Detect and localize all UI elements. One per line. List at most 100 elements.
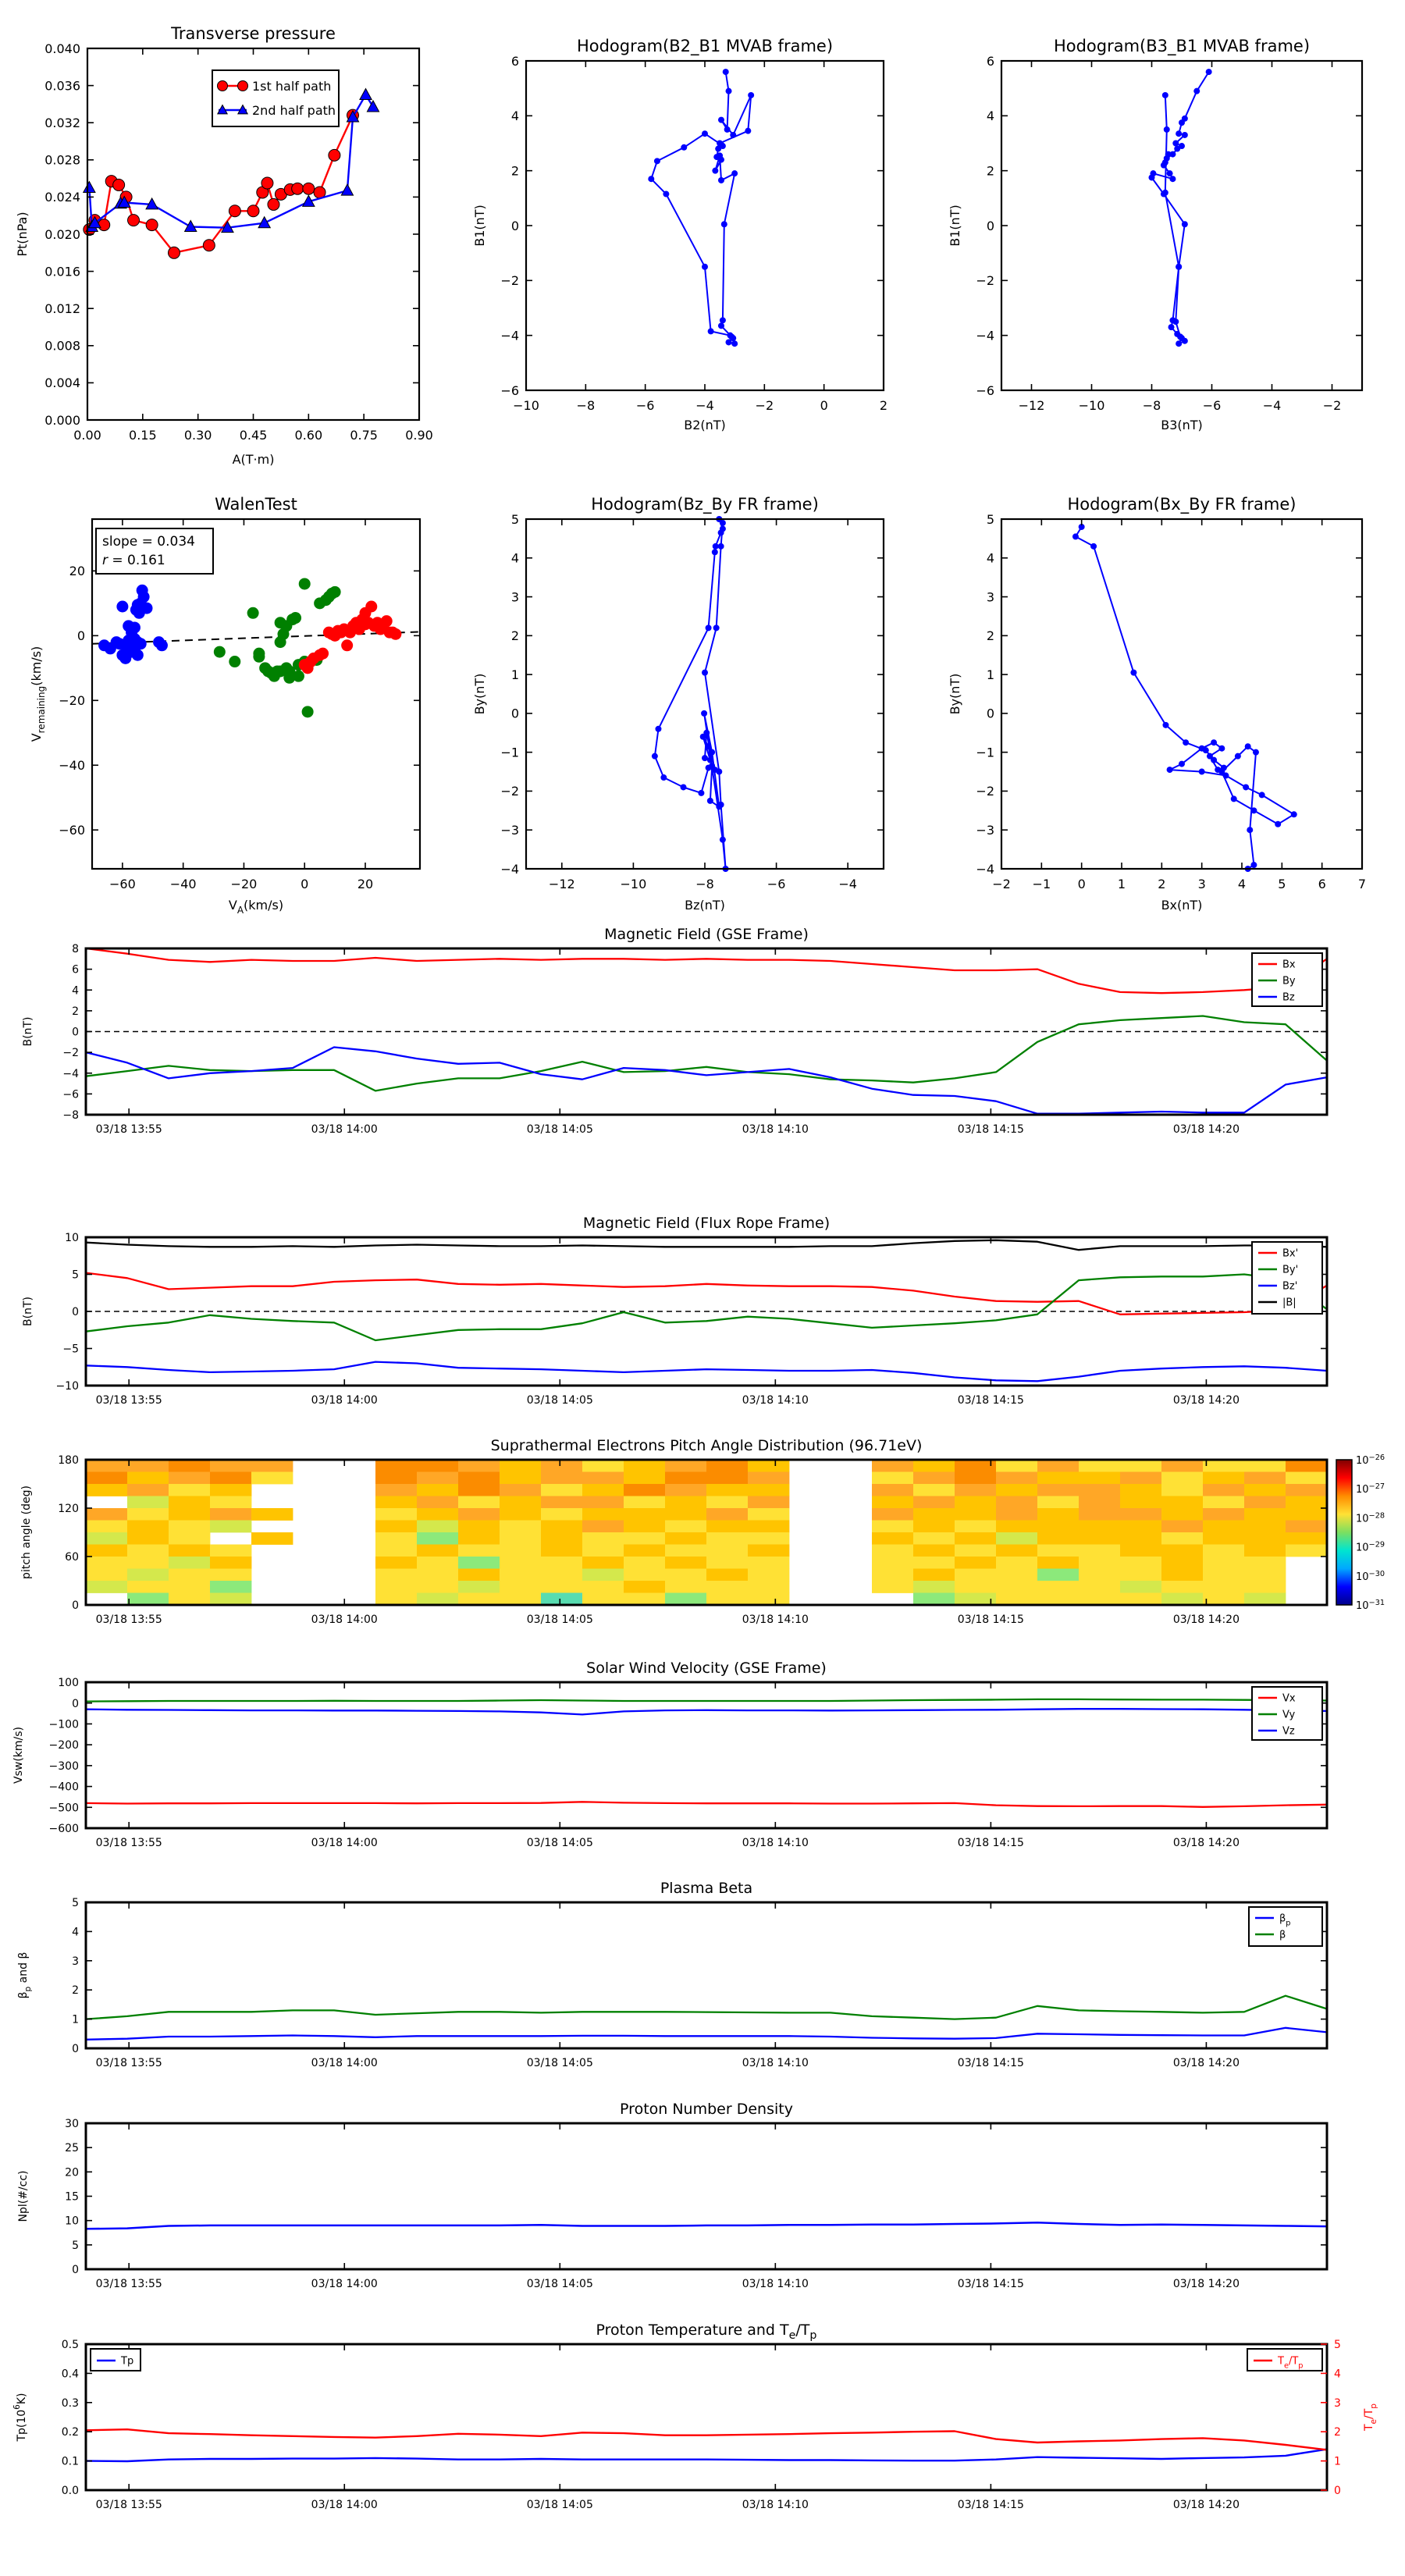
colorbar-tick-label: 10−28 [1356, 1511, 1385, 1525]
series-2nd half path [88, 94, 375, 229]
y-tick-label: −6 [500, 383, 519, 398]
y-tick-label: 5 [72, 1897, 79, 1909]
x-tick-label: 0.15 [129, 428, 157, 443]
panel-title: Transverse pressure [170, 24, 336, 43]
legend-label: Vx [1282, 1693, 1296, 1705]
x-tick-label: 03/18 14:00 [311, 2057, 378, 2069]
legend-label: By [1282, 976, 1296, 987]
x-tick-label: 7 [1358, 877, 1366, 891]
y-tick-label: −100 [49, 1718, 79, 1731]
y-tick-label: −2 [62, 1047, 79, 1059]
y-tick-label: 0 [72, 1599, 79, 1612]
x-axis-label: B2(nT) [684, 418, 726, 432]
series-beta-p [85, 2026, 1328, 2041]
x-tick-label: −20 [231, 877, 258, 891]
x-tick-label: 03/18 14:05 [527, 1614, 593, 1626]
legend-label: 2nd half path [252, 103, 336, 118]
y-tick-label: 1 [72, 2014, 79, 2026]
y-tick-label: 10 [65, 2215, 79, 2228]
x-tick-label: −6 [1203, 398, 1222, 413]
x-tick-label: −60 [109, 877, 136, 891]
right-tick-label: 5 [1334, 2339, 1341, 2351]
x-axis-label: Bx(nT) [1161, 898, 1203, 913]
x-tick-label: 03/18 14:20 [1173, 1123, 1240, 1136]
x-tick-label: 03/18 14:15 [958, 2499, 1024, 2511]
legend-label: 1st half path [252, 79, 331, 94]
y-tick-label: 1 [987, 667, 994, 682]
y-tick-label: 25 [65, 2142, 79, 2154]
y-tick-label: 3 [987, 589, 994, 604]
y-tick-label: 3 [511, 589, 519, 604]
x-tick-label: −1 [1033, 877, 1051, 891]
legend-label: By' [1282, 1265, 1298, 1276]
series-hodogram-path [653, 518, 727, 870]
panel-pitch-angle-distribution: 03/18 13:55 03/18 14:00 03/18 14:05 03/18 1… [20, 1437, 1385, 1626]
y-tick-label: 2 [987, 628, 994, 643]
x-tick-label: 03/18 14:15 [958, 2278, 1024, 2290]
axes-frame [91, 518, 422, 870]
y-tick-label: 6 [511, 54, 519, 69]
y-tick-label: −20 [59, 693, 85, 708]
axes-frame [84, 1681, 1329, 1830]
x-tick-label: −6 [767, 877, 786, 891]
series-beta [85, 1994, 1328, 2020]
panel-hodogram-bx-by: −2 −1 0 1 2 3 4 5 6 7 −4 −3 −2 −1 0 1 2 3 4 5 Hodogram(Bx_By… [948, 495, 1366, 913]
series-Te/Tp [85, 2428, 1328, 2451]
x-tick-label: 03/18 14:15 [958, 1123, 1024, 1136]
series-By' [85, 1273, 1328, 1342]
right-tick-label: 3 [1334, 2397, 1341, 2410]
y-tick-label: −2 [500, 784, 519, 799]
x-tick-label: −40 [170, 877, 197, 891]
y-tick-label: −3 [976, 823, 994, 838]
x-tick-label: 0.45 [240, 428, 268, 443]
y-axis-label: By(nT) [948, 674, 962, 715]
x-tick-label: 03/18 14:20 [1173, 2499, 1240, 2511]
axes-frame [84, 1458, 1329, 1606]
y-tick-label: −2 [976, 273, 994, 288]
x-tick-label: 03/18 14:20 [1173, 2278, 1240, 2290]
x-tick-label: 5 [1278, 877, 1286, 891]
y-axis-label: pitch angle (deg) [20, 1485, 33, 1579]
x-tick-label: 03/18 14:00 [311, 1837, 378, 1849]
y-tick-label: 4 [511, 109, 519, 123]
series-hodogram-path [650, 71, 752, 345]
panel-magnetic-field-flux-rope: 03/18 13:55 03/18 14:00 03/18 14:05 03/18 1… [22, 1215, 1329, 1407]
panel-plasma-beta: 03/18 13:55 03/18 14:00 03/18 14:05 03/18 1… [17, 1880, 1329, 2069]
x-tick-label: 03/18 13:55 [96, 1837, 162, 1849]
y-axis-label: Tp(106K) [12, 2393, 28, 2442]
y-tick-label: 2 [511, 628, 519, 643]
x-tick-label: −8 [1143, 398, 1161, 413]
y-tick-label: 0.012 [44, 301, 80, 316]
y-tick-label: 4 [987, 109, 994, 123]
series-By [85, 1015, 1328, 1092]
y-tick-label: 60 [65, 1551, 79, 1564]
x-tick-label: 03/18 14:20 [1173, 1614, 1240, 1626]
x-tick-label: 03/18 14:10 [742, 2278, 809, 2290]
panel-title: Hodogram(Bz_By FR frame) [591, 495, 819, 514]
y-tick-label: 0 [511, 219, 519, 233]
axes-frame [1000, 518, 1364, 870]
x-tick-label: 03/18 13:55 [96, 1614, 162, 1626]
series-Tp [85, 2448, 1328, 2463]
y-tick-label: 20 [65, 2166, 79, 2179]
x-tick-label: 0 [820, 398, 828, 413]
y-tick-label: 0.5 [62, 2339, 79, 2351]
y-axis-label: By(nT) [472, 674, 487, 715]
y-tick-label: −3 [500, 823, 519, 838]
x-tick-label: 03/18 14:15 [958, 1614, 1024, 1626]
x-tick-label: 03/18 13:55 [96, 2499, 162, 2511]
y-tick-label: 4 [987, 551, 994, 566]
x-tick-label: 03/18 14:10 [742, 1614, 809, 1626]
y-tick-label: 0 [987, 706, 994, 721]
axes-frame [525, 518, 885, 870]
right-tick-label: 0 [1334, 2485, 1341, 2497]
y-tick-label: 8 [72, 943, 79, 955]
y-tick-label: 0 [72, 1306, 79, 1318]
x-tick-label: 0 [301, 877, 308, 891]
x-tick-label: 03/18 14:00 [311, 1123, 378, 1136]
y-axis-label: βp and β [17, 1952, 33, 1999]
y-tick-label: −60 [59, 823, 85, 838]
y-tick-label: 0.028 [44, 153, 80, 168]
